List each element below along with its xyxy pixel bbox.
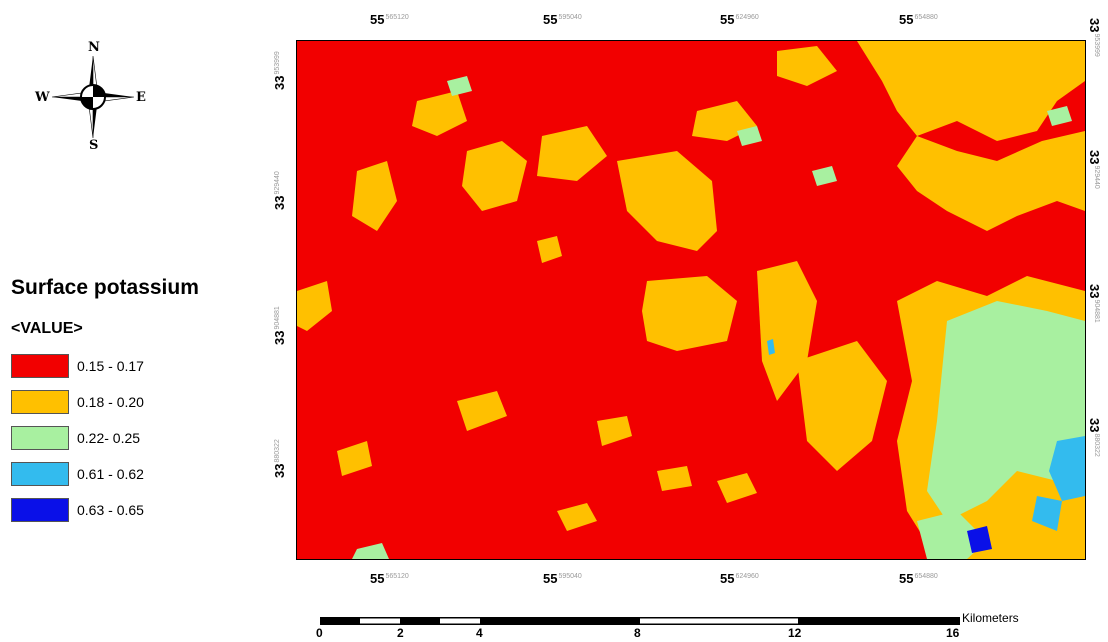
right-tick-label: 33929440 [1087, 150, 1102, 189]
class-vhigh-patches [767, 339, 1085, 531]
top-tick-label: 55654880 [899, 12, 938, 27]
scale-label: 2 [397, 626, 404, 640]
legend-label: 0.18 - 0.20 [77, 394, 144, 410]
legend-label: 0.63 - 0.65 [77, 502, 144, 518]
legend-item: 0.63 - 0.65 [11, 497, 144, 523]
scale-label: 0 [316, 626, 323, 640]
legend-swatch [11, 426, 69, 450]
legend-subtitle: <VALUE> [11, 320, 83, 337]
compass-west-label: W [35, 90, 50, 105]
scale-unit-label: Kilometers [962, 611, 1019, 625]
legend-swatch [11, 390, 69, 414]
north-arrow: N S W E [35, 40, 150, 153]
legend-label: 0.15 - 0.17 [77, 358, 144, 374]
legend-label: 0.61 - 0.62 [77, 466, 144, 482]
legend-item: 0.61 - 0.62 [11, 461, 144, 487]
compass-south-label: S [89, 138, 99, 153]
top-tick-label: 55595040 [543, 12, 582, 27]
class-high-patches [352, 76, 1085, 559]
bottom-tick-label: 55654880 [899, 571, 938, 586]
legend-swatch [11, 462, 69, 486]
right-tick-label: 33904881 [1087, 284, 1102, 323]
compass-rose-icon [51, 55, 135, 139]
bottom-tick-label: 55595040 [543, 571, 582, 586]
legend-swatch [11, 498, 69, 522]
bottom-tick-label: 55624960 [720, 571, 759, 586]
class-max-patches [967, 526, 992, 553]
legend-item: 0.22- 0.25 [11, 425, 140, 451]
left-tick-label: 33929440 [272, 171, 287, 210]
map-frame[interactable] [296, 40, 1086, 560]
right-tick-label: 33880322 [1087, 418, 1102, 457]
left-tick-label: 33953999 [272, 51, 287, 90]
top-tick-label: 55565120 [370, 12, 409, 27]
scale-label: 8 [634, 626, 641, 640]
left-tick-label: 33880322 [272, 439, 287, 478]
bottom-tick-label: 55565120 [370, 571, 409, 586]
compass-east-label: E [136, 90, 146, 105]
right-tick-label: 33953999 [1087, 18, 1102, 57]
compass-north-label: N [88, 40, 100, 55]
legend-swatch [11, 354, 69, 378]
left-tick-label: 33904881 [272, 306, 287, 345]
legend-label: 0.22- 0.25 [77, 430, 141, 446]
top-tick-label: 55624960 [720, 12, 759, 27]
legend-title: Surface potassium [11, 276, 199, 299]
legend-item: 0.15 - 0.17 [11, 353, 144, 379]
potassium-raster [297, 41, 1085, 559]
legend-item: 0.18 - 0.20 [11, 389, 144, 415]
scale-label: 12 [788, 626, 802, 640]
scale-label: 4 [476, 626, 483, 640]
scale-label: 16 [946, 626, 960, 640]
scale-bar [320, 617, 960, 625]
